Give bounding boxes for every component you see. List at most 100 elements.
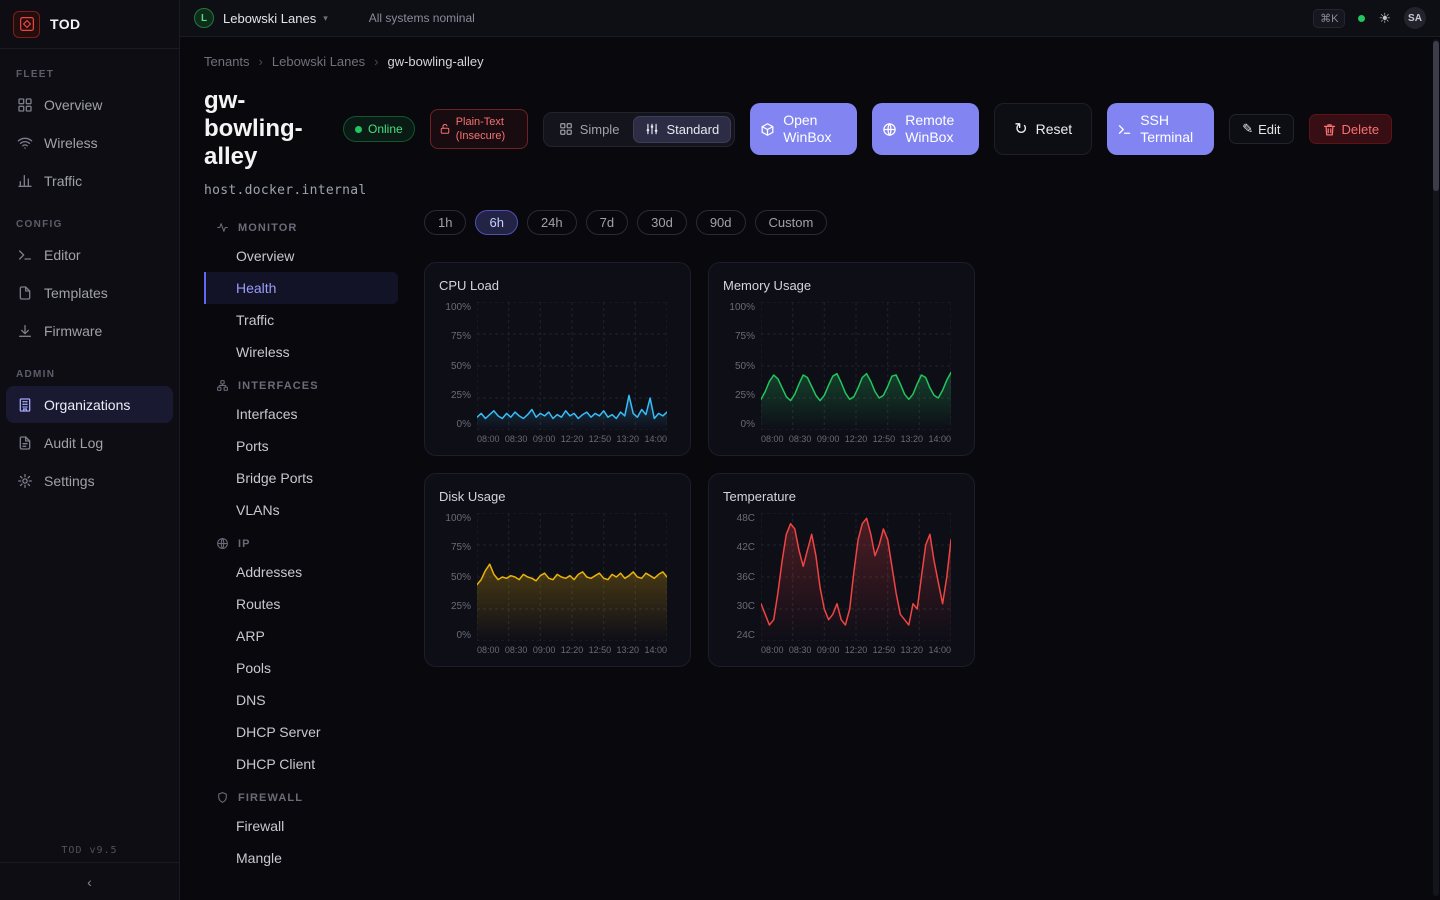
terminal-icon — [16, 246, 33, 263]
pulse-icon — [216, 221, 229, 234]
range-24h[interactable]: 24h — [527, 210, 577, 235]
mode-standard-label: Standard — [666, 122, 719, 137]
subnav-item-pools[interactable]: Pools — [204, 652, 398, 684]
app-version: TOD v9.5 — [0, 845, 179, 856]
scrollbar-thumb[interactable] — [1433, 41, 1439, 191]
range-6h[interactable]: 6h — [475, 210, 517, 235]
insecure-badge-label: Plain-Text (Insecure) — [456, 115, 519, 144]
trash-icon — [1322, 122, 1337, 137]
range-custom[interactable]: Custom — [755, 210, 828, 235]
y-tick-label: 25% — [451, 601, 471, 612]
sidebar-item-settings[interactable]: Settings — [6, 462, 173, 499]
range-1h[interactable]: 1h — [424, 210, 466, 235]
grid-icon — [16, 96, 33, 113]
sidebar-item-label: Overview — [44, 97, 102, 113]
gear-icon — [16, 472, 33, 489]
y-tick-label: 75% — [735, 331, 755, 342]
tenant-avatar: L — [194, 8, 214, 28]
reset-label: Reset — [1036, 121, 1073, 137]
y-tick-label: 75% — [451, 331, 471, 342]
y-tick-label: 25% — [451, 390, 471, 401]
page-scrollbar[interactable] — [1433, 39, 1439, 896]
x-tick-label: 09:00 — [817, 645, 840, 655]
sidebar-item-label: Audit Log — [44, 435, 103, 451]
x-tick-label: 12:50 — [873, 645, 896, 655]
subnav-item-dhcp-server[interactable]: DHCP Server — [204, 716, 398, 748]
y-tick-label: 0% — [457, 630, 471, 641]
breadcrumb-tenant[interactable]: Lebowski Lanes — [272, 54, 365, 69]
mode-standard-option[interactable]: Standard — [633, 116, 731, 143]
reset-button[interactable]: ↻ Reset — [994, 103, 1092, 155]
x-axis-labels: 08:0008:3009:0012:2012:5013:2014:00 — [761, 434, 951, 444]
y-tick-label: 24C — [737, 630, 755, 641]
mode-simple-option[interactable]: Simple — [547, 116, 632, 143]
subnav-item-arp[interactable]: ARP — [204, 620, 398, 652]
bar-chart-icon — [16, 172, 33, 189]
x-tick-label: 12:20 — [561, 645, 584, 655]
x-tick-label: 08:00 — [477, 645, 500, 655]
download-icon — [16, 322, 33, 339]
y-tick-label: 50% — [451, 572, 471, 583]
ssh-terminal-button[interactable]: SSH Terminal — [1107, 103, 1214, 155]
sidebar-item-label: Organizations — [44, 397, 130, 413]
refresh-icon: ↻ — [1014, 119, 1027, 139]
command-palette-shortcut[interactable]: ⌘K — [1313, 9, 1345, 28]
sidebar-item-editor[interactable]: Editor — [6, 236, 173, 273]
tenant-switcher[interactable]: Lebowski Lanes — [223, 11, 316, 26]
breadcrumb: Tenants › Lebowski Lanes › gw-bowling-al… — [204, 54, 1416, 69]
app-root: TOD FLEET Overview Wireless Traffic CONF… — [0, 0, 1440, 900]
mode-simple-label: Simple — [580, 122, 620, 137]
main-column: L Lebowski Lanes ▾ All systems nominal ⌘… — [180, 0, 1440, 900]
subnav-item-interfaces[interactable]: Interfaces — [204, 398, 398, 430]
edit-button[interactable]: ✎ Edit — [1229, 114, 1293, 144]
sidebar-item-templates[interactable]: Templates — [6, 274, 173, 311]
chevron-down-icon[interactable]: ▾ — [323, 13, 328, 24]
subnav-item-wireless[interactable]: Wireless — [204, 336, 398, 368]
sidebar-item-wireless[interactable]: Wireless — [6, 124, 173, 161]
sidebar-item-traffic[interactable]: Traffic — [6, 162, 173, 199]
subnav-section-monitor: MONITOR — [204, 210, 398, 240]
breadcrumb-tenants[interactable]: Tenants — [204, 54, 250, 69]
subnav-item-dhcp-client[interactable]: DHCP Client — [204, 748, 398, 780]
subnav-item-vlans[interactable]: VLANs — [204, 494, 398, 526]
chart-title: CPU Load — [439, 278, 676, 293]
sidebar-item-label: Settings — [44, 473, 95, 489]
chevron-left-icon: ‹ — [87, 874, 92, 890]
disk-line-chart — [477, 513, 667, 641]
sidebar-item-audit-log[interactable]: Audit Log — [6, 424, 173, 461]
theme-toggle-icon[interactable]: ☀ — [1378, 10, 1391, 27]
subnav-item-traffic[interactable]: Traffic — [204, 304, 398, 336]
sidebar-section-admin: ADMIN — [16, 369, 163, 380]
subnav-item-dns[interactable]: DNS — [204, 684, 398, 716]
pencil-icon: ✎ — [1242, 121, 1253, 137]
subnav-item-mangle[interactable]: Mangle — [204, 842, 398, 874]
cube-icon — [760, 122, 775, 137]
range-90d[interactable]: 90d — [696, 210, 746, 235]
x-axis-labels: 08:0008:3009:0012:2012:5013:2014:00 — [477, 434, 667, 444]
status-badge-label: Online — [368, 122, 403, 136]
status-badge: Online — [343, 116, 415, 142]
x-tick-label: 08:00 — [477, 434, 500, 444]
sidebar-item-organizations[interactable]: Organizations — [6, 386, 173, 423]
subnav-item-bridge-ports[interactable]: Bridge Ports — [204, 462, 398, 494]
user-avatar[interactable]: SA — [1404, 7, 1426, 29]
sidebar-item-firmware[interactable]: Firmware — [6, 312, 173, 349]
chart-card-disk: Disk Usage 100%75%50%25%0% 08:0008:3009:… — [424, 473, 691, 667]
subnav-item-addresses[interactable]: Addresses — [204, 556, 398, 588]
subnav-item-firewall[interactable]: Firewall — [204, 810, 398, 842]
subnav-item-routes[interactable]: Routes — [204, 588, 398, 620]
remote-winbox-button[interactable]: Remote WinBox — [872, 103, 979, 155]
delete-button[interactable]: Delete — [1309, 114, 1393, 144]
open-winbox-button[interactable]: Open WinBox — [750, 103, 857, 155]
subnav-item-health[interactable]: Health — [204, 272, 398, 304]
audit-file-icon — [16, 434, 33, 451]
sidebar-collapse-button[interactable]: ‹ — [0, 862, 179, 900]
subnav-section-interfaces: INTERFACES — [204, 368, 398, 398]
health-panel: 1h 6h 24h 7d 30d 90d Custom CPU Load 100… — [424, 210, 975, 667]
x-tick-label: 09:00 — [817, 434, 840, 444]
subnav-item-ports[interactable]: Ports — [204, 430, 398, 462]
range-30d[interactable]: 30d — [637, 210, 687, 235]
subnav-item-overview[interactable]: Overview — [204, 240, 398, 272]
range-7d[interactable]: 7d — [586, 210, 628, 235]
sidebar-item-overview[interactable]: Overview — [6, 86, 173, 123]
